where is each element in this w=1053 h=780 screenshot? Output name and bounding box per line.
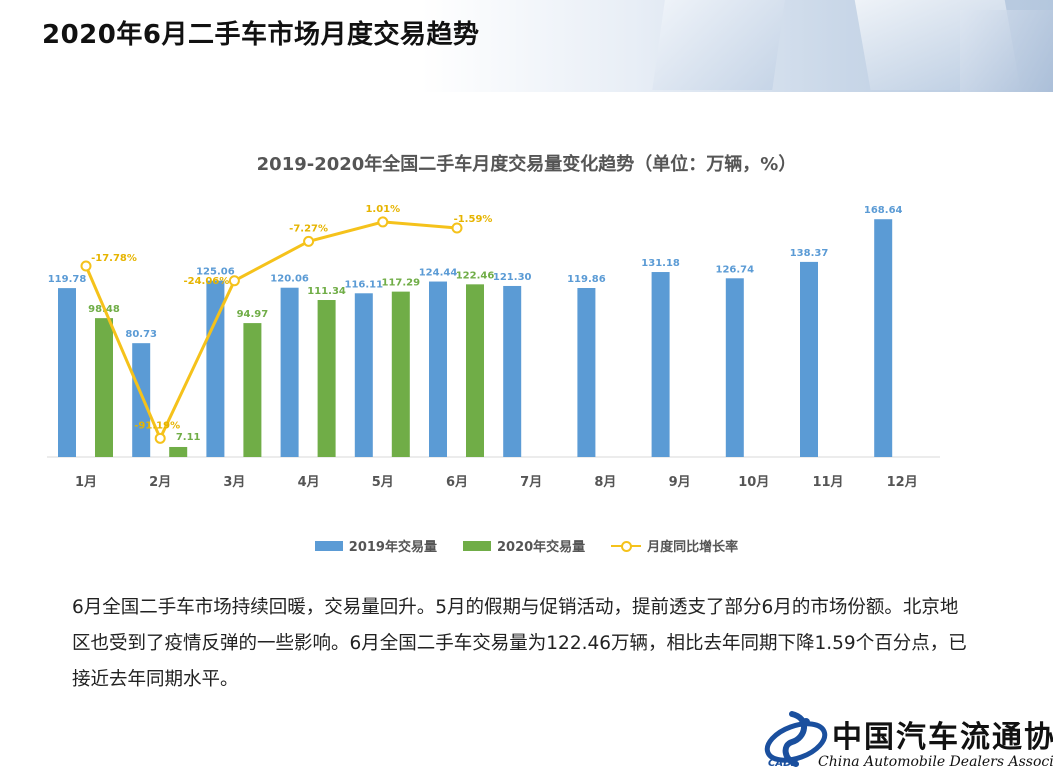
x-tick-label: 4月 <box>298 475 320 490</box>
logo-name-en: China Automobile Dealers Association <box>818 754 1053 770</box>
bar-2019 <box>503 285 522 457</box>
legend-line-marker-icon <box>611 540 642 552</box>
chart-area: 1月 2月 3月 4月 5月 6月 7月 8月 9月 10月 11月 12月 119.78 80.73 12… <box>47 204 940 490</box>
bar-2019 <box>206 280 225 457</box>
x-tick-label: 2月 <box>149 475 171 490</box>
bar-2020 <box>391 291 410 457</box>
x-tick-label: 7月 <box>520 475 542 490</box>
data-label-2019: 116.11 <box>345 279 384 290</box>
data-label-2019: 119.78 <box>48 274 87 285</box>
data-label-growth: -7.27% <box>289 223 328 234</box>
decor-cube <box>960 10 1053 92</box>
data-label-2019: 126.74 <box>716 264 755 275</box>
data-label-2019: 119.86 <box>567 274 606 285</box>
bar-2020 <box>95 318 113 457</box>
logo-name-cn: 中国汽车流通协会 <box>832 720 1053 755</box>
bar-2019 <box>132 343 151 457</box>
data-label-2020: 94.97 <box>237 309 269 320</box>
data-label-growth: -24.06% <box>183 276 229 287</box>
x-tick-label: 8月 <box>594 475 616 490</box>
legend-swatch-icon <box>314 540 343 551</box>
growth-point <box>80 260 92 272</box>
data-label-growth: -1.59% <box>454 214 493 225</box>
legend-label: 2019年交易量 <box>348 540 437 555</box>
data-label-2020: 122.46 <box>456 270 495 281</box>
data-label-2019: 124.44 <box>419 268 458 279</box>
cada-logo: CADA 中国汽车流通协会 China Automobile Dealers A… <box>762 708 1053 778</box>
chart-title: 2019-2020年全国二手车月度交易量变化趋势（单位：万辆，%） <box>256 154 797 175</box>
data-label-2019: 120.06 <box>270 274 309 285</box>
legend-swatch-icon <box>462 540 491 551</box>
growth-point <box>154 432 166 444</box>
bar-2020 <box>466 284 484 457</box>
summary-paragraph: 6月全国二手车市场持续回暖，交易量回升。5月的假期与促销活动，提前透支了部分6月… <box>72 597 967 690</box>
x-tick-label: 10月 <box>738 475 769 490</box>
data-label-2020: 117.29 <box>382 278 421 289</box>
legend-item-growth: 月度同比增长率 <box>611 536 738 555</box>
data-label-2019: 168.64 <box>864 205 903 216</box>
bar-2019 <box>280 287 299 457</box>
data-label-2020: 111.34 <box>307 286 346 297</box>
chart-legend: 2019年交易量 2020年交易量 月度同比增长率 <box>0 536 1053 555</box>
data-label-2019: 80.73 <box>125 329 157 340</box>
x-tick-label: 11月 <box>812 475 843 490</box>
bar-2020 <box>169 446 188 457</box>
bar-2019 <box>577 287 596 457</box>
growth-line <box>84 220 458 442</box>
bar-2020 <box>243 323 262 457</box>
bar-2019 <box>651 272 670 457</box>
x-tick-label: 5月 <box>372 475 394 490</box>
data-label-2019: 125.06 <box>196 267 235 278</box>
x-tick-label: 12月 <box>887 475 918 490</box>
data-label-growth: -91.19% <box>134 420 180 431</box>
legend-item-2019: 2019年交易量 <box>314 536 437 555</box>
growth-point <box>228 275 240 287</box>
data-label-growth: 1.01% <box>365 204 400 215</box>
growth-point <box>451 222 463 234</box>
bar-2019 <box>58 288 76 457</box>
bar-2019 <box>874 219 893 457</box>
legend-item-2020: 2020年交易量 <box>462 536 586 555</box>
bar-2019 <box>354 293 373 457</box>
x-tick-label: 9月 <box>669 475 691 490</box>
data-label-2019: 131.18 <box>641 258 680 269</box>
legend-label: 2020年交易量 <box>496 540 586 555</box>
header-banner <box>0 0 1053 92</box>
bar-2019 <box>800 261 818 457</box>
logo-abbreviation: CADA <box>768 758 800 769</box>
legend-label: 月度同比增长率 <box>647 540 739 555</box>
bar-2019 <box>725 278 744 457</box>
data-label-2020: 7.11 <box>176 432 201 443</box>
cada-emblem-icon <box>764 711 828 767</box>
x-tick-label: 6月 <box>446 475 468 490</box>
data-label-2019: 138.37 <box>790 248 829 259</box>
data-label-growth: -17.78% <box>91 253 137 264</box>
growth-point <box>377 216 389 228</box>
bar-2019 <box>429 281 447 457</box>
data-label-2019: 121.30 <box>493 272 532 283</box>
bar-2020 <box>317 300 336 457</box>
x-tick-label: 3月 <box>223 475 245 490</box>
growth-point <box>303 235 315 247</box>
x-tick-label: 1月 <box>75 475 97 490</box>
page-title: 2020年6月二手车市场月度交易趋势 <box>42 20 480 50</box>
